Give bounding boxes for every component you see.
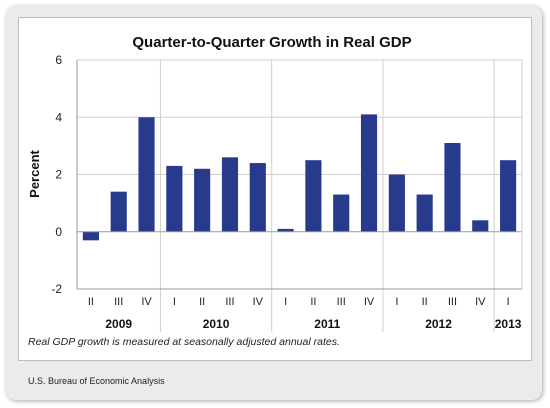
year-label-4: 2013 (495, 317, 522, 331)
year-label-3: 2012 (425, 317, 452, 331)
year-label-1: 2010 (203, 317, 230, 331)
bar-15 (500, 160, 517, 232)
year-label-2: 2011 (314, 317, 340, 331)
x-tick-label-10: IV (364, 296, 375, 308)
bar-4 (194, 168, 211, 232)
x-tick-label-6: IV (253, 296, 264, 308)
y-tick-label-1: 0 (55, 225, 62, 239)
bar-14 (472, 220, 489, 232)
x-tick-label-8: II (310, 296, 316, 308)
bar-9 (333, 194, 350, 232)
x-tick-label-9: III (337, 296, 346, 308)
x-tick-label-15: I (507, 296, 510, 308)
x-tick-label-4: II (199, 296, 205, 308)
bar-3 (166, 165, 183, 232)
bars (82, 114, 517, 241)
x-tick-label-7: I (284, 296, 287, 308)
axes (76, 60, 523, 332)
x-tick-label-3: I (173, 296, 176, 308)
bar-12 (416, 194, 433, 232)
bar-7 (277, 228, 294, 232)
x-tick-label-11: I (395, 296, 398, 308)
x-tick-label-14: IV (475, 296, 486, 308)
y-tick-label-3: 4 (55, 110, 62, 124)
bar-1 (110, 191, 127, 232)
source-credit: U.S. Bureau of Economic Analysis (28, 376, 165, 386)
bar-2 (138, 117, 155, 232)
x-tick-label-2: IV (141, 296, 152, 308)
x-tick-label-12: II (422, 296, 428, 308)
y-tick-label-4: 6 (55, 53, 62, 67)
x-tick-label-5: III (225, 296, 234, 308)
bar-8 (305, 160, 322, 232)
x-tick-label-1: III (114, 296, 123, 308)
footnote: Real GDP growth is measured at seasonall… (28, 336, 340, 348)
bar-6 (249, 163, 266, 232)
x-tick-label-13: III (448, 296, 457, 308)
y-axis-label: Percent (27, 149, 42, 197)
year-label-0: 2009 (105, 317, 132, 331)
bar-13 (444, 143, 461, 232)
chart-title: Quarter-to-Quarter Growth in Real GDP (132, 34, 411, 51)
bar-11 (388, 174, 405, 232)
bar-0 (82, 231, 99, 241)
y-tick-label-0: -2 (51, 282, 62, 296)
bar-5 (221, 157, 239, 232)
x-tick-label-0: II (88, 296, 94, 308)
y-tick-label-2: 2 (55, 168, 62, 182)
bar-10 (360, 114, 378, 232)
